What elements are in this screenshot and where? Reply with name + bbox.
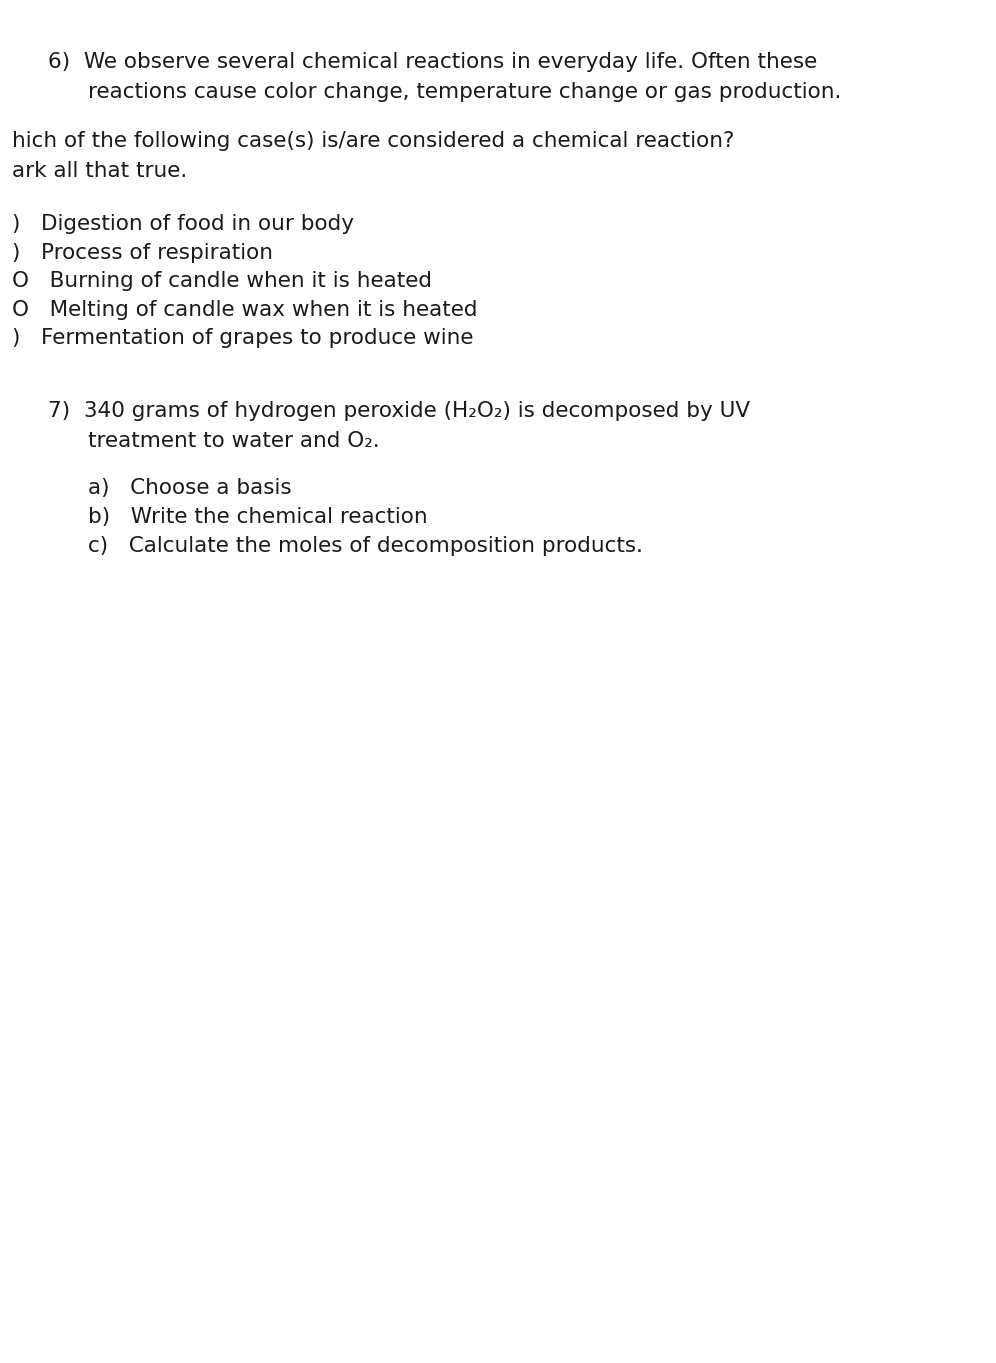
Text: 7)  340 grams of hydrogen peroxide (H₂O₂) is decomposed by UV: 7) 340 grams of hydrogen peroxide (H₂O₂)… bbox=[48, 401, 750, 421]
Text: ark all that true.: ark all that true. bbox=[12, 161, 187, 181]
Text: b)   Write the chemical reaction: b) Write the chemical reaction bbox=[88, 507, 427, 527]
Text: )   Process of respiration: ) Process of respiration bbox=[12, 243, 273, 263]
Text: c)   Calculate the moles of decomposition products.: c) Calculate the moles of decomposition … bbox=[88, 536, 642, 556]
Text: a)   Choose a basis: a) Choose a basis bbox=[88, 478, 291, 499]
Text: treatment to water and O₂.: treatment to water and O₂. bbox=[88, 431, 379, 451]
Text: reactions cause color change, temperature change or gas production.: reactions cause color change, temperatur… bbox=[88, 82, 841, 102]
Text: O   Melting of candle wax when it is heated: O Melting of candle wax when it is heate… bbox=[12, 300, 477, 320]
Text: )   Digestion of food in our body: ) Digestion of food in our body bbox=[12, 214, 354, 234]
Text: 6)  We observe several chemical reactions in everyday life. Often these: 6) We observe several chemical reactions… bbox=[48, 52, 817, 72]
Text: O   Burning of candle when it is heated: O Burning of candle when it is heated bbox=[12, 271, 432, 292]
Text: hich of the following case(s) is/are considered a chemical reaction?: hich of the following case(s) is/are con… bbox=[12, 131, 734, 151]
Text: )   Fermentation of grapes to produce wine: ) Fermentation of grapes to produce wine bbox=[12, 328, 473, 349]
